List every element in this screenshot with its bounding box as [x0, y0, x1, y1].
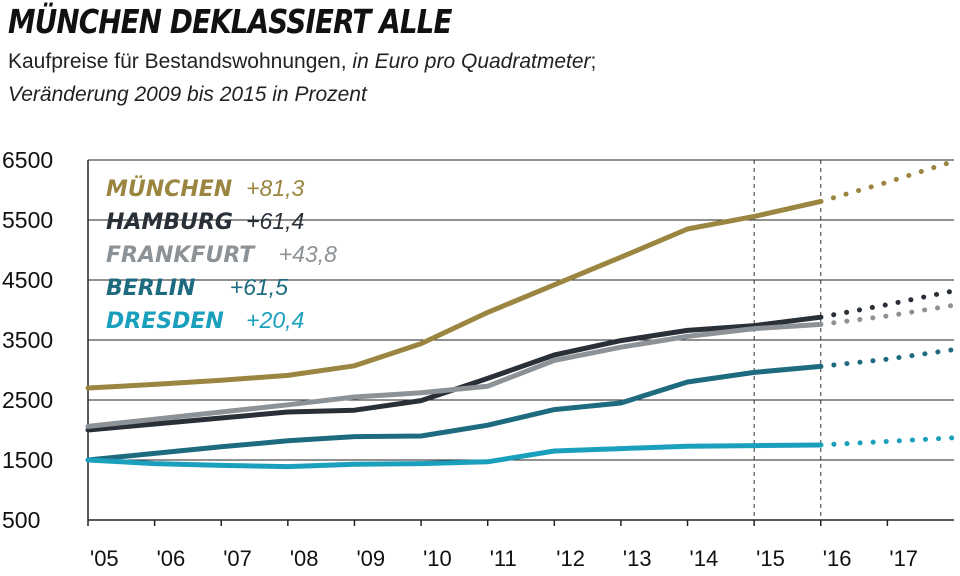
legend-change: +20,4	[246, 307, 304, 333]
series-line-frankfurt	[85, 321, 824, 429]
x-tick-label: '10	[423, 546, 452, 571]
y-tick-label: 2500	[2, 387, 53, 413]
legend-change: +61,5	[230, 274, 288, 300]
forecast-line-berlin	[818, 347, 957, 369]
y-tick-label: 6500	[2, 147, 53, 173]
x-tick-label: '16	[823, 546, 852, 571]
legend-name: FRANKFURT	[106, 243, 256, 268]
legend-name: DRESDEN	[106, 309, 224, 334]
y-tick-label: 5500	[2, 207, 53, 233]
x-tick-label: '05	[90, 546, 119, 571]
legend-change: +81,3	[246, 175, 304, 201]
forecast-line-hamburg	[818, 288, 957, 320]
y-tick-label: 500	[2, 507, 40, 533]
legend-name: HAMBURG	[106, 210, 233, 235]
chart-subtitle: Kaufpreise für Bestandswohnungen, in Eur…	[8, 50, 596, 74]
forecast-line-frankfurt	[818, 302, 957, 327]
legend-change: +43,8	[279, 241, 337, 267]
y-tick-label: 3500	[2, 327, 53, 353]
series-line-münchen	[85, 198, 824, 391]
forecast-line-dresden	[818, 435, 957, 448]
series-line-dresden	[85, 442, 824, 470]
x-tick-label: '14	[690, 546, 719, 571]
chart-subtitle-line2: Veränderung 2009 bis 2015 in Prozent	[8, 83, 367, 106]
subtitle-part-a: Kaufpreise für Bestandswohnungen,	[8, 50, 347, 73]
axes: 500 1500 2500 3500 4500 5500 6500 '05 '06 '07 '08 '…	[2, 147, 954, 571]
x-tick-label: '08	[290, 546, 319, 571]
x-tick-label: '13	[623, 546, 652, 571]
year-markers	[753, 160, 822, 520]
subtitle-part-c: ;	[590, 50, 597, 73]
x-tick-label: '07	[223, 546, 252, 571]
x-tick-label: '09	[356, 546, 385, 571]
legend-change: +61,4	[246, 208, 304, 234]
y-tick-label: 4500	[2, 267, 53, 293]
grid	[88, 159, 954, 461]
x-tick-label: '12	[556, 546, 585, 571]
y-tick-label: 1500	[2, 447, 53, 473]
legend-name: MÜNCHEN	[106, 176, 232, 202]
legend: MÜNCHEN +81,3 HAMBURG +61,4 FRANKFURT +43,8 BE…	[106, 175, 337, 334]
legend-name: BERLIN	[106, 276, 195, 301]
series-lines	[85, 158, 957, 470]
x-tick-label: '11	[490, 546, 517, 571]
chart-title: MÜNCHEN DEKLASSIERT ALLE	[8, 2, 452, 41]
x-tick-label: '17	[889, 546, 918, 571]
series-line-berlin	[85, 363, 824, 463]
x-tick-label: '06	[157, 546, 186, 571]
forecast-line-münchen	[818, 158, 957, 204]
subtitle-part-b: in Euro pro Quadratmeter	[352, 50, 591, 73]
x-tick-label: '15	[756, 546, 785, 571]
